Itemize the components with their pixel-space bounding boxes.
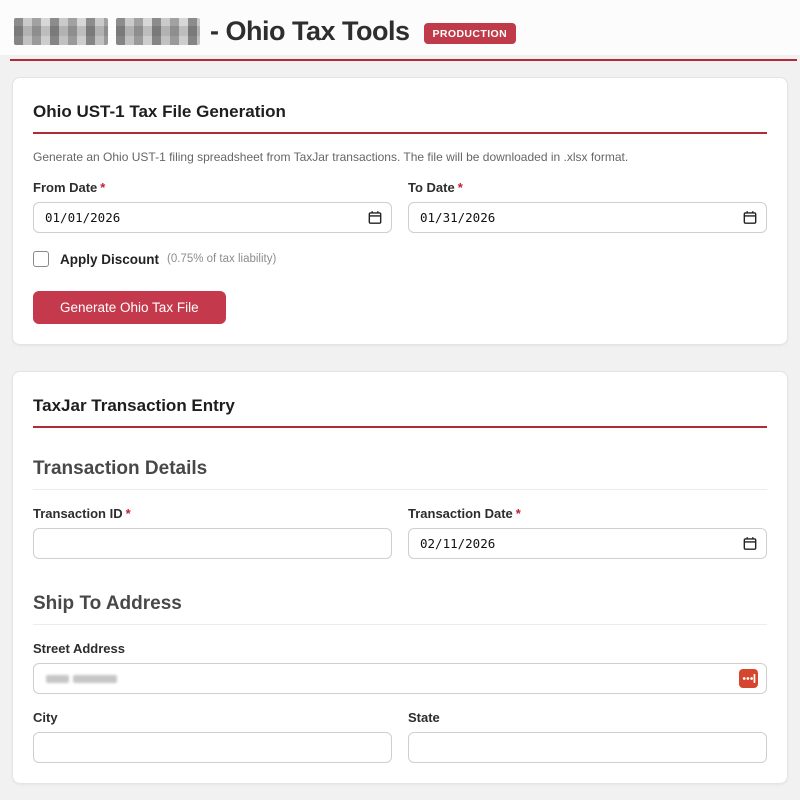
card-title-divider: [33, 426, 767, 428]
main-content: Ohio UST-1 Tax File Generation Generate …: [0, 61, 800, 800]
city-input[interactable]: [33, 732, 392, 763]
required-asterisk: *: [100, 180, 106, 195]
calendar-icon[interactable]: [743, 210, 757, 225]
to-date-label: To Date *: [408, 180, 463, 195]
required-asterisk: *: [125, 506, 131, 521]
required-asterisk: *: [457, 180, 463, 195]
calendar-icon[interactable]: [368, 210, 382, 225]
city-label: City: [33, 710, 58, 725]
card-title-divider: [33, 132, 767, 134]
transaction-date-input[interactable]: [408, 528, 767, 559]
street-address-field: Street Address: [33, 641, 767, 694]
from-date-input[interactable]: [33, 202, 392, 233]
state-field: State: [408, 710, 767, 763]
apply-discount-checkbox[interactable]: [33, 251, 49, 267]
redacted-company-name-block: [116, 18, 200, 45]
state-input[interactable]: [408, 732, 767, 763]
ship-to-address-heading: Ship To Address: [33, 593, 767, 625]
apply-discount-note: (0.75% of tax liability): [167, 253, 277, 265]
redacted-street-value-block: [73, 675, 117, 683]
transaction-date-field: Transaction Date *: [408, 506, 767, 559]
transaction-fields-row: Transaction ID * Transaction Date *: [33, 506, 767, 559]
apply-discount-row: Apply Discount (0.75% of tax liability): [33, 251, 767, 267]
redacted-company-name-block: [14, 18, 108, 45]
page-title: - Ohio Tax Tools: [210, 16, 410, 46]
from-date-field: From Date *: [33, 180, 392, 233]
transaction-id-label: Transaction ID *: [33, 506, 131, 521]
required-asterisk: *: [515, 506, 521, 521]
to-date-input[interactable]: [408, 202, 767, 233]
ust1-description: Generate an Ohio UST-1 filing spreadshee…: [33, 150, 629, 164]
city-field: City: [33, 710, 392, 763]
transaction-details-heading: Transaction Details: [33, 458, 767, 490]
street-address-label: Street Address: [33, 641, 125, 656]
street-address-input[interactable]: [33, 663, 767, 694]
transaction-date-label: Transaction Date *: [408, 506, 521, 521]
to-date-field: To Date *: [408, 180, 767, 233]
apply-discount-label[interactable]: Apply Discount: [60, 251, 160, 267]
date-range-row: From Date* To Date*: [33, 180, 767, 233]
redacted-street-value-block: [46, 675, 69, 683]
ust1-generation-card: Ohio UST-1 Tax File Generation Generate …: [12, 77, 788, 345]
city-state-row: City State: [33, 710, 767, 763]
ust1-card-title: Ohio UST-1 Tax File Generation: [33, 102, 286, 121]
transaction-id-input[interactable]: [33, 528, 392, 559]
transaction-id-field: Transaction ID *: [33, 506, 392, 559]
calendar-icon[interactable]: [743, 536, 757, 551]
state-label: State: [408, 710, 440, 725]
from-date-label: From Date *: [33, 180, 106, 195]
environment-badge: PRODUCTION: [423, 23, 517, 44]
generate-ohio-tax-file-button[interactable]: Generate Ohio Tax File: [33, 291, 226, 324]
entry-card-title: TaxJar Transaction Entry: [33, 396, 235, 415]
autofill-extension-icon[interactable]: [739, 669, 758, 688]
app-header: - Ohio Tax Tools PRODUCTION: [0, 0, 800, 55]
header-divider: [10, 59, 797, 61]
taxjar-entry-card: TaxJar Transaction Entry Transaction Det…: [12, 371, 788, 784]
